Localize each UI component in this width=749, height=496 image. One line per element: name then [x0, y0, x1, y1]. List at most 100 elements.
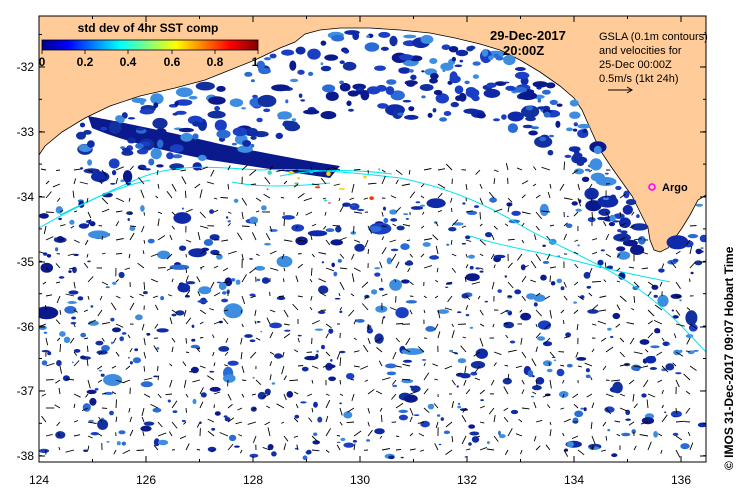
velocity-arrow — [87, 435, 93, 439]
velocity-arrow — [507, 428, 513, 437]
sst-patch — [118, 271, 125, 279]
sst-patch — [189, 371, 194, 373]
velocity-arrow — [491, 281, 495, 290]
velocity-arrow — [521, 211, 531, 215]
velocity-arrow — [185, 351, 190, 354]
sst-patch — [348, 108, 354, 112]
velocity-arrow — [465, 210, 473, 213]
velocity-arrows — [39, 161, 697, 458]
sst-patch — [103, 391, 114, 395]
velocity-arrow — [574, 263, 579, 269]
sst-patch — [483, 88, 501, 98]
velocity-arrow — [353, 211, 363, 214]
sst-patch — [56, 236, 65, 243]
velocity-arrow — [689, 323, 697, 329]
velocity-arrow — [686, 239, 691, 245]
velocity-arrow — [213, 404, 215, 409]
sst-patch — [533, 294, 546, 302]
velocity-arrow — [115, 252, 123, 255]
velocity-arrow — [614, 420, 621, 423]
velocity-arrow — [520, 449, 523, 455]
sst-patch — [328, 202, 331, 204]
sst-patch — [153, 438, 160, 447]
velocity-arrow — [129, 429, 134, 437]
sst-patch — [223, 415, 228, 418]
velocity-arrow — [338, 293, 341, 297]
velocity-arrow — [604, 262, 607, 269]
velocity-arrow — [311, 379, 314, 384]
velocity-arrow — [322, 365, 327, 368]
velocity-arrow — [152, 295, 159, 299]
velocity-arrow — [351, 393, 355, 402]
velocity-arrow — [577, 295, 584, 301]
sst-patch — [288, 170, 294, 175]
velocity-arrow — [402, 223, 411, 227]
sst-patch — [153, 102, 159, 108]
sst-patch — [250, 143, 255, 148]
velocity-arrow — [58, 387, 61, 395]
velocity-arrow — [591, 402, 595, 409]
sst-patch — [502, 377, 512, 385]
sst-patch — [586, 285, 592, 289]
velocity-arrow — [196, 347, 201, 353]
velocity-arrow — [647, 332, 654, 339]
velocity-arrow — [423, 309, 426, 314]
sst-patch — [421, 359, 427, 361]
legend-line: 0.5m/s (1kt 24h) — [599, 73, 678, 85]
velocity-arrow — [619, 363, 629, 367]
velocity-arrow — [55, 319, 61, 325]
sst-patch — [577, 123, 591, 129]
velocity-arrow — [547, 191, 551, 199]
sst-patch — [356, 208, 365, 212]
sst-patch — [171, 154, 183, 159]
velocity-arrow — [367, 429, 373, 437]
sst-patch — [464, 456, 467, 458]
velocity-arrow — [471, 281, 481, 285]
velocity-arrow — [588, 169, 593, 173]
velocity-arrow — [460, 345, 467, 353]
sst-patch — [687, 234, 699, 239]
velocity-arrow — [405, 337, 411, 346]
sst-patch — [291, 118, 297, 121]
sst-patch — [190, 344, 200, 349]
velocity-arrow — [150, 403, 159, 409]
sst-dense-band — [88, 116, 340, 178]
sst-patch — [216, 129, 231, 139]
sst-patch — [320, 62, 324, 66]
velocity-arrow — [241, 323, 244, 328]
velocity-arrow — [423, 238, 432, 241]
velocity-arrow — [521, 379, 525, 385]
sst-patch — [613, 233, 631, 242]
velocity-arrow — [381, 247, 387, 255]
sst-patch — [307, 230, 328, 237]
velocity-arrow — [339, 237, 347, 241]
sst-patch — [119, 336, 124, 342]
velocity-arrow — [661, 263, 665, 269]
velocity-arrow — [409, 253, 414, 258]
velocity-arrow — [367, 249, 370, 255]
velocity-arrow — [56, 421, 61, 427]
velocity-arrow — [128, 407, 131, 413]
velocity-arrow — [535, 419, 543, 423]
sst-patch — [211, 427, 216, 431]
sst-patch — [69, 219, 75, 225]
velocity-arrow — [65, 378, 75, 381]
sst-patch — [214, 119, 227, 132]
sst-patch — [690, 271, 694, 275]
sst-patch — [395, 307, 409, 319]
velocity-arrow — [141, 407, 145, 417]
velocity-arrow — [255, 253, 260, 257]
velocity-arrow — [283, 278, 285, 283]
velocity-arrow — [141, 225, 145, 233]
colorbar-tick: 0.8 — [207, 55, 224, 69]
velocity-arrow — [615, 323, 621, 328]
velocity-arrow — [349, 197, 355, 201]
velocity-arrow — [59, 224, 66, 227]
sst-patch — [471, 436, 480, 443]
velocity-arrow — [171, 346, 174, 353]
velocity-arrow — [633, 365, 643, 369]
velocity-arrow — [297, 193, 305, 199]
velocity-arrow — [686, 307, 691, 311]
sst-patch — [224, 417, 231, 422]
sst-patch — [410, 385, 421, 393]
